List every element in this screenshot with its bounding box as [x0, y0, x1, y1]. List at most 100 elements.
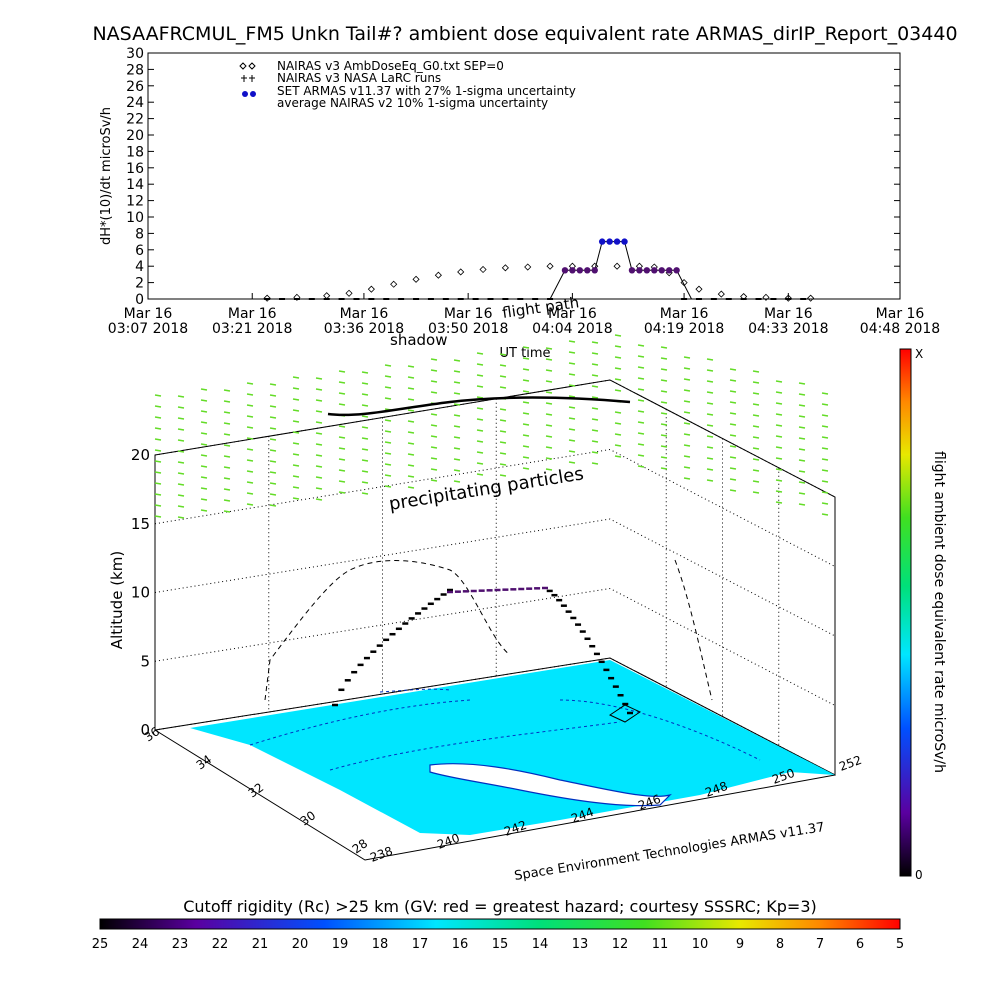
particle-mark	[223, 422, 231, 425]
particle-mark	[821, 480, 829, 483]
particle-mark	[798, 492, 806, 495]
cutoff-tick-label: 8	[776, 937, 784, 952]
particle-mark	[775, 424, 783, 427]
particle-mark	[384, 419, 392, 422]
particle-mark	[568, 351, 576, 354]
particle-mark	[706, 380, 714, 383]
particle-mark	[177, 516, 185, 519]
y-tick-label: 28	[126, 62, 144, 78]
particle-mark	[660, 346, 668, 349]
particle-mark	[430, 391, 438, 394]
particle-mark	[407, 464, 415, 467]
nairas-point	[717, 290, 725, 298]
particle-mark	[338, 469, 346, 472]
particle-mark	[407, 431, 415, 434]
particle-mark	[361, 404, 369, 407]
y-tick-label: 18	[126, 144, 144, 160]
latitude-tick-label: 28	[350, 836, 371, 856]
particle-mark	[200, 465, 208, 468]
particle-mark	[407, 453, 415, 456]
particle-mark	[407, 398, 415, 401]
particle-mark	[315, 399, 323, 402]
y-tick-label: 26	[126, 79, 144, 95]
particle-mark	[729, 401, 737, 404]
y-tick-label: 12	[126, 194, 144, 210]
particle-mark	[683, 411, 691, 414]
particle-mark	[177, 406, 185, 409]
particle-mark	[683, 400, 691, 403]
particle-mark	[660, 445, 668, 448]
particle-mark	[798, 503, 806, 506]
particle-mark	[821, 425, 829, 428]
chart-title: NASAAFRCMUL_FM5 Unkn Tail#? ambient dose…	[92, 23, 957, 45]
y-tick-label: 8	[135, 226, 144, 242]
particle-mark	[407, 475, 415, 478]
particle-mark	[361, 492, 369, 495]
particle-mark	[269, 449, 277, 452]
particle-mark	[476, 374, 484, 377]
particle-mark	[315, 465, 323, 468]
particle-mark	[177, 483, 185, 486]
particle-mark	[545, 446, 553, 449]
particle-mark	[246, 437, 254, 440]
map-contours	[249, 688, 761, 771]
particle-mark	[522, 346, 530, 349]
particle-mark	[821, 469, 829, 472]
particle-mark	[430, 369, 438, 372]
particle-mark	[476, 451, 484, 454]
particle-mark	[292, 409, 300, 412]
particle-mark	[522, 434, 530, 437]
altitude-ticks: 0 5 10 15 20	[131, 446, 150, 739]
particle-mark	[637, 366, 645, 369]
legend-entry-nairas-v2: average NAIRAS v2 10% 1-sigma uncertaint…	[277, 96, 548, 110]
particle-mark	[154, 438, 162, 441]
particle-mark	[729, 368, 737, 371]
particle-mark	[361, 470, 369, 473]
particle-mark	[361, 437, 369, 440]
x-tick-date: Mar 16	[228, 306, 277, 322]
particle-mark	[223, 455, 231, 458]
particle-mark	[177, 395, 185, 398]
armas-point	[658, 267, 665, 274]
particle-mark	[315, 487, 323, 490]
particle-mark	[752, 447, 760, 450]
y-tick-label: 22	[126, 112, 144, 128]
particle-mark	[453, 392, 461, 395]
particle-mark	[706, 413, 714, 416]
particle-mark	[200, 454, 208, 457]
particle-mark	[384, 463, 392, 466]
particle-mark	[476, 407, 484, 410]
nairas-point	[263, 294, 271, 302]
credit-text: Space Environment Technologies ARMAS v11…	[513, 820, 825, 884]
particle-mark	[246, 459, 254, 462]
particle-mark	[798, 415, 806, 418]
particle-mark	[637, 432, 645, 435]
x-tick-time: 03:07 2018	[108, 321, 188, 337]
particle-mark	[269, 504, 277, 507]
longitude-tick-label: 240	[435, 831, 461, 852]
altitude-tick-label: 15	[131, 515, 150, 533]
cutoff-tick-label: 10	[692, 937, 709, 952]
particle-mark	[338, 480, 346, 483]
particle-mark	[269, 471, 277, 474]
legend-entry-nairas-g0: NAIRAS v3 AmbDoseEq_G0.txt SEP=0	[277, 59, 504, 73]
particle-mark	[361, 459, 369, 462]
particle-mark	[729, 456, 737, 459]
particle-mark	[729, 467, 737, 470]
particle-mark	[223, 499, 231, 502]
particle-mark	[177, 439, 185, 442]
dose-colorbar-top: X	[915, 347, 923, 361]
nairas-point	[524, 263, 532, 271]
particle-mark	[315, 377, 323, 380]
nairas-point	[457, 268, 465, 276]
y-tick-label: 30	[126, 46, 144, 62]
nairas-point	[762, 293, 770, 301]
cutoff-tick-label: 7	[816, 937, 824, 952]
particle-mark	[798, 470, 806, 473]
particle-mark	[522, 412, 530, 415]
particle-mark	[430, 468, 438, 471]
particle-mark	[683, 466, 691, 469]
particle-mark	[315, 388, 323, 391]
particle-mark	[568, 373, 576, 376]
